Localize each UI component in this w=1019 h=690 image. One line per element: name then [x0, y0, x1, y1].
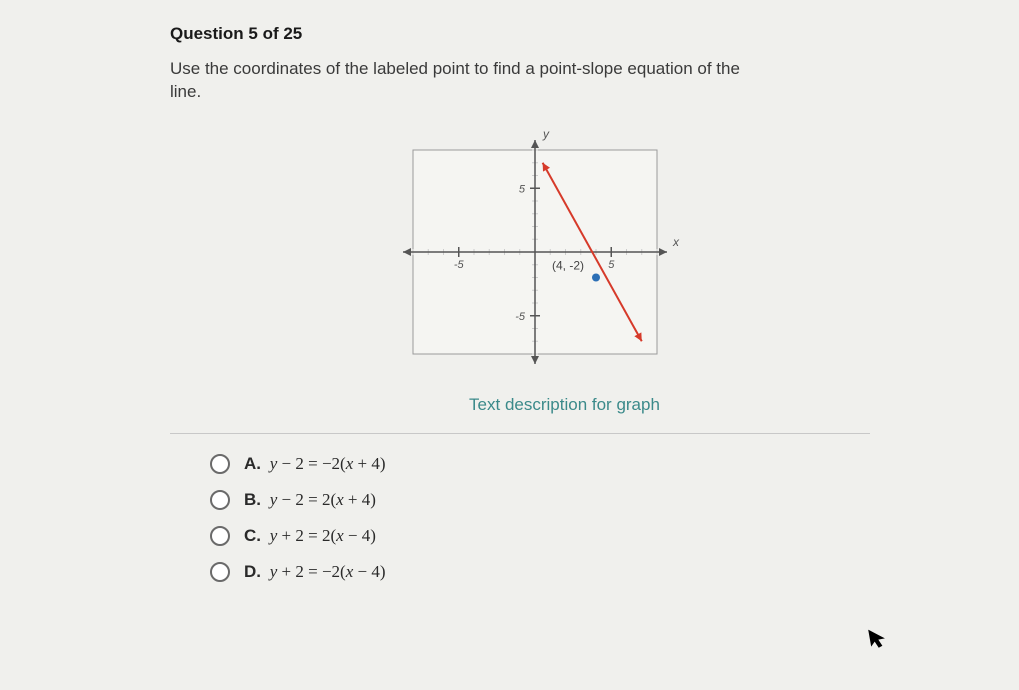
svg-text:-5: -5	[453, 259, 464, 271]
answer-choices: A. y − 2 = −2(x + 4) B. y − 2 = 2(x + 4)…	[210, 454, 1019, 582]
choice-c-text: C. y + 2 = 2(x − 4)	[244, 526, 376, 546]
divider	[170, 433, 870, 434]
choice-b[interactable]: B. y − 2 = 2(x + 4)	[210, 490, 1019, 510]
choice-d-text: D. y + 2 = −2(x − 4)	[244, 562, 386, 582]
choice-a[interactable]: A. y − 2 = −2(x + 4)	[210, 454, 1019, 474]
svg-text:-5: -5	[515, 311, 526, 323]
question-header: Question 5 of 25	[170, 24, 1019, 44]
choice-a-text: A. y − 2 = −2(x + 4)	[244, 454, 386, 474]
svg-text:(4, -2): (4, -2)	[551, 258, 583, 272]
radio-c[interactable]	[210, 526, 230, 546]
question-prompt: Use the coordinates of the labeled point…	[170, 58, 760, 104]
choice-b-text: B. y − 2 = 2(x + 4)	[244, 490, 376, 510]
choice-c[interactable]: C. y + 2 = 2(x − 4)	[210, 526, 1019, 546]
graph-caption-link[interactable]: Text description for graph	[469, 395, 660, 414]
choice-d[interactable]: D. y + 2 = −2(x − 4)	[210, 562, 1019, 582]
radio-a[interactable]	[210, 454, 230, 474]
svg-text:5: 5	[518, 183, 525, 195]
mouse-cursor-icon	[868, 627, 891, 658]
graph-figure: -5 5 -5 5 x y (4, -2)	[385, 122, 685, 387]
svg-text:x: x	[672, 235, 680, 249]
svg-text:y: y	[542, 127, 550, 141]
radio-d[interactable]	[210, 562, 230, 582]
radio-b[interactable]	[210, 490, 230, 510]
coordinate-graph: -5 5 -5 5 x y (4, -2)	[385, 122, 685, 382]
svg-text:5: 5	[608, 259, 615, 271]
